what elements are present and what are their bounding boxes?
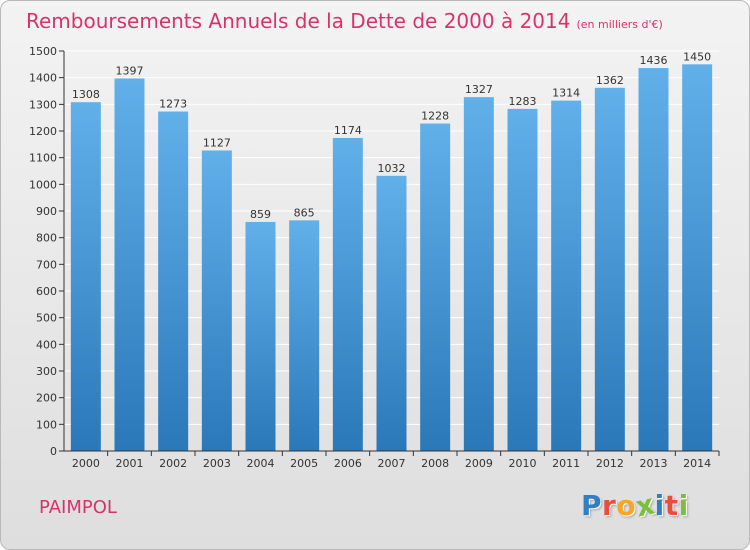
bar (507, 108, 538, 451)
bar (332, 137, 363, 451)
data-label: 1327 (465, 83, 493, 96)
logo-letter: o (616, 489, 637, 522)
chart-title-text: Remboursements Annuels de la Dette de 20… (26, 9, 571, 33)
y-tick-label: 300 (36, 365, 57, 378)
bar (201, 150, 232, 451)
logo-letter: i (654, 489, 665, 522)
x-tick-label: 2002 (159, 457, 187, 470)
y-tick-label: 1100 (29, 152, 57, 165)
x-tick-label: 2011 (552, 457, 580, 470)
data-label: 1273 (159, 98, 187, 111)
bar (594, 87, 625, 452)
y-tick-label: 500 (36, 312, 57, 325)
city-name: PAIMPOL (39, 497, 117, 518)
bar (70, 102, 101, 451)
data-label: 1228 (421, 110, 449, 123)
y-tick-label: 1200 (29, 125, 57, 138)
x-tick-label: 2008 (421, 457, 449, 470)
data-label: 1314 (552, 87, 580, 100)
bar (463, 97, 494, 451)
x-tick-label: 2004 (247, 457, 275, 470)
x-tick-label: 2012 (596, 457, 624, 470)
data-label: 1397 (116, 64, 144, 77)
x-tick-label: 2001 (116, 457, 144, 470)
logo-letter: t (664, 489, 679, 522)
x-tick-label: 2005 (290, 457, 318, 470)
chart-subtitle: (en milliers d'€) (576, 18, 663, 31)
data-label: 1127 (203, 136, 231, 149)
bar (114, 78, 145, 451)
logo-letter: i (678, 489, 689, 522)
chart-title: Remboursements Annuels de la Dette de 20… (26, 9, 663, 33)
y-tick-label: 1400 (29, 72, 57, 85)
bar (682, 64, 713, 452)
data-label: 1362 (596, 74, 624, 87)
y-tick-label: 200 (36, 392, 57, 405)
data-label: 1283 (509, 95, 537, 108)
x-tick-label: 2006 (334, 457, 362, 470)
x-tick-label: 2013 (640, 457, 668, 470)
y-tick-label: 0 (50, 445, 57, 458)
bar (638, 68, 669, 452)
bar (245, 221, 276, 451)
bar (376, 175, 407, 452)
logo-letter: P (581, 489, 603, 522)
data-label: 1032 (378, 162, 406, 175)
x-tick-label: 2007 (378, 457, 406, 470)
y-tick-label: 1000 (29, 178, 57, 191)
data-label: 859 (250, 208, 271, 221)
bar (551, 100, 582, 451)
data-label: 1450 (683, 50, 711, 63)
x-tick-label: 2014 (683, 457, 711, 470)
data-label: 1436 (640, 54, 668, 67)
y-tick-label: 400 (36, 338, 57, 351)
data-label: 1174 (334, 124, 362, 137)
x-tick-label: 2003 (203, 457, 231, 470)
y-tick-label: 100 (36, 418, 57, 431)
data-label: 1308 (72, 88, 100, 101)
y-tick-label: 800 (36, 232, 57, 245)
logo-letter: r (602, 489, 617, 522)
data-label: 865 (294, 206, 315, 219)
x-tick-label: 2009 (465, 457, 493, 470)
proxiti-logo: Proxiti (581, 487, 689, 523)
y-tick-label: 1300 (29, 98, 57, 111)
bar (420, 123, 451, 452)
bar (289, 220, 320, 451)
y-tick-label: 1500 (29, 45, 57, 58)
y-tick-label: 900 (36, 205, 57, 218)
x-tick-label: 2000 (72, 457, 100, 470)
y-tick-label: 700 (36, 258, 57, 271)
y-tick-label: 600 (36, 285, 57, 298)
x-tick-label: 2010 (509, 457, 537, 470)
bar (158, 111, 189, 452)
